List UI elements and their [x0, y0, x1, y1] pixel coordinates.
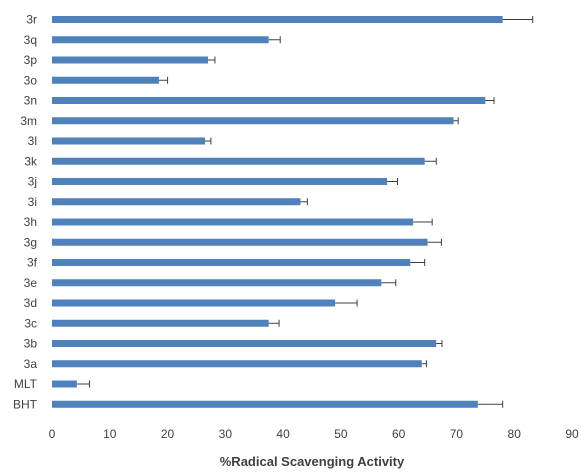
bar-3p [52, 56, 208, 64]
error-bar-3e [381, 279, 397, 287]
bar-3b [52, 340, 437, 347]
category-label-3r: 3r [26, 13, 37, 27]
error-bar-3n [485, 97, 495, 104]
x-tick-0: 0 [49, 427, 56, 441]
bar-MLT [52, 380, 77, 388]
bar-3g [52, 238, 428, 246]
x-tick-70: 70 [450, 427, 464, 441]
error-bar-MLT [76, 380, 91, 388]
error-bar-3f [410, 259, 426, 266]
category-label-3a: 3a [24, 357, 38, 371]
category-label-3g: 3g [24, 235, 37, 249]
error-bar-BHT [477, 400, 504, 408]
category-label-3f: 3f [27, 256, 38, 270]
bar-3a [52, 360, 422, 368]
error-bar-3k [424, 157, 437, 165]
x-tick-90: 90 [565, 427, 579, 441]
error-bars-layer [76, 16, 534, 408]
x-axis-title: %Radical Scavenging Activity [220, 454, 405, 469]
category-label-3l: 3l [28, 134, 37, 148]
bars-layer [52, 16, 503, 408]
category-label-3c: 3c [24, 316, 37, 330]
x-tick-10: 10 [103, 427, 117, 441]
x-tick-20: 20 [161, 427, 175, 441]
bar-3k [52, 157, 425, 165]
category-label-3o: 3o [24, 73, 38, 87]
error-bar-3i [300, 198, 308, 206]
x-tick-80: 80 [508, 427, 522, 441]
bar-3c [52, 319, 269, 327]
error-bar-3g [427, 238, 442, 246]
category-label-3k: 3k [24, 154, 38, 168]
error-bar-3o [158, 76, 169, 84]
bar-3q [52, 36, 269, 44]
error-bar-3j [387, 178, 399, 185]
category-label-3m: 3m [20, 114, 37, 128]
bar-3d [52, 299, 336, 307]
bar-3e [52, 279, 382, 287]
x-tick-30: 30 [219, 427, 233, 441]
category-label-MLT: MLT [14, 377, 38, 391]
error-bar-3d [335, 299, 358, 307]
x-tick-60: 60 [392, 427, 406, 441]
x-tick-50: 50 [334, 427, 348, 441]
category-label-3b: 3b [24, 337, 38, 351]
category-label-3h: 3h [24, 215, 37, 229]
category-label-3n: 3n [24, 94, 37, 108]
category-labels: 3r 3q 3p 3o 3n 3m 3l 3k 3j 3i 3h 3g 3f 3e 3d 3c 3b 3a MLT B… [13, 13, 38, 412]
bar-3r [52, 16, 503, 23]
category-label-BHT: BHT [13, 397, 38, 411]
bar-3l [52, 137, 206, 145]
category-label-3d: 3d [24, 296, 37, 310]
category-label-3j: 3j [28, 175, 37, 189]
category-label-3q: 3q [24, 33, 37, 47]
bar-3m [52, 117, 454, 125]
error-bar-3c [268, 319, 280, 327]
bar-3f [52, 259, 411, 266]
error-bar-3p [208, 56, 216, 64]
category-label-3e: 3e [24, 276, 38, 290]
error-bar-3a [421, 360, 427, 368]
error-bar-3h [413, 218, 433, 226]
bar-3n [52, 97, 486, 104]
error-bar-3b [436, 340, 443, 347]
error-bar-3l [205, 137, 212, 145]
category-label-3p: 3p [24, 53, 38, 67]
bar-3h [52, 218, 414, 226]
x-tick-40: 40 [276, 427, 290, 441]
bar-3o [52, 76, 159, 84]
error-bar-3q [268, 36, 281, 44]
bar-BHT [52, 400, 478, 408]
error-bar-3m [453, 117, 459, 125]
x-tick-labels: 0 10 20 30 40 50 60 70 80 90 [49, 427, 579, 441]
error-bar-3r [502, 16, 534, 23]
bar-3i [52, 198, 301, 206]
category-label-3i: 3i [28, 195, 37, 209]
bar-3j [52, 178, 388, 185]
